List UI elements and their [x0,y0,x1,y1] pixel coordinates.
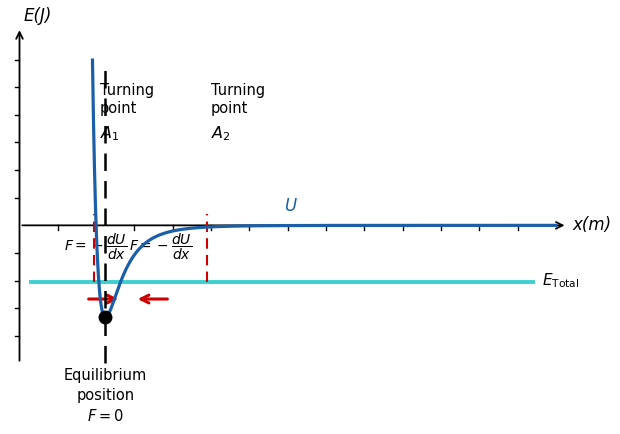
Text: $F = -\dfrac{dU}{dx}$: $F = -\dfrac{dU}{dx}$ [129,232,192,262]
Text: $A_1$: $A_1$ [100,124,120,143]
Text: Turning
point: Turning point [211,82,265,116]
Text: $F = -\dfrac{dU}{dx}$: $F = -\dfrac{dU}{dx}$ [64,232,127,262]
Text: $E_{\rm Total}$: $E_{\rm Total}$ [542,271,580,290]
Text: Equilibrium
position
$F = 0$: Equilibrium position $F = 0$ [64,368,147,424]
Text: $A_2$: $A_2$ [211,124,231,143]
Text: $U$: $U$ [284,197,298,215]
Text: x(m): x(m) [573,217,612,234]
Text: Turning
point: Turning point [100,82,154,116]
Text: E(J): E(J) [24,7,51,25]
